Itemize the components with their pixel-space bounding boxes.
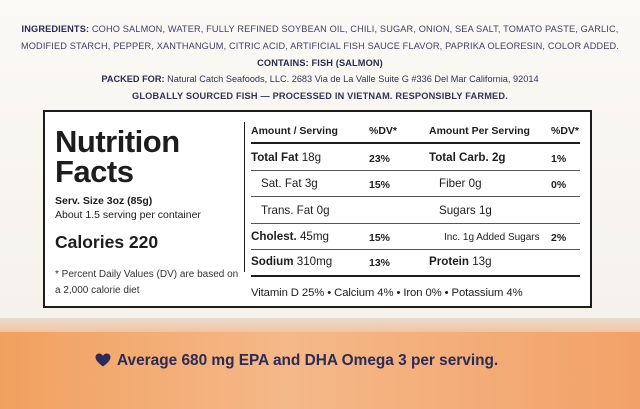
fiber-label: Fiber bbox=[439, 177, 466, 190]
omega-statement: Average 680 mg EPA and DHA Omega 3 per s… bbox=[117, 352, 499, 369]
cholesterol-label: Cholest. bbox=[251, 230, 297, 243]
fiber-dv: 0% bbox=[551, 179, 567, 191]
sugars: Sugars 1g bbox=[439, 204, 492, 217]
total-fat-label: Total Fat bbox=[251, 151, 299, 164]
cholesterol-amount: 45mg bbox=[299, 230, 329, 243]
nutrition-facts-title: Nutrition Facts bbox=[55, 124, 180, 189]
panel-divider bbox=[244, 122, 245, 272]
protein: Protein 13g bbox=[429, 255, 492, 268]
header-amount-per-serving: Amount Per Serving bbox=[429, 125, 530, 137]
allergen-statement: CONTAINS: FISH (SALMON) bbox=[257, 57, 383, 68]
rule-header bbox=[251, 142, 580, 144]
rule-row-2 bbox=[251, 196, 580, 197]
header-dv-right: %DV* bbox=[551, 125, 580, 137]
rule-row-4 bbox=[251, 249, 580, 250]
total-carb: Total Carb. 2g bbox=[429, 151, 505, 164]
sugars-label: Sugars bbox=[439, 204, 476, 217]
trans-fat-label: Trans. Fat bbox=[261, 204, 314, 217]
omega-band bbox=[0, 318, 640, 409]
total-fat-amount: 18g bbox=[301, 151, 322, 164]
rule-row-3 bbox=[251, 223, 580, 224]
sodium: Sodium 310mg bbox=[251, 255, 332, 268]
rule-row-1 bbox=[251, 170, 580, 171]
sat-fat-amount: 3g bbox=[304, 177, 318, 190]
origin-statement: GLOBALLY SOURCED FISH — PROCESSED IN VIE… bbox=[132, 91, 508, 101]
band-edge bbox=[0, 318, 640, 332]
fiber-amount: 0g bbox=[468, 177, 482, 190]
ingredients-text: COHO SALMON, WATER, FULLY REFINED SOYBEA… bbox=[20, 24, 620, 51]
dv-footnote: * Percent Daily Values (DV) are based on… bbox=[55, 269, 239, 296]
protein-label: Protein bbox=[429, 255, 469, 268]
sodium-label: Sodium bbox=[251, 255, 294, 268]
header-dv-left: %DV* bbox=[369, 125, 398, 137]
fiber: Fiber 0g bbox=[439, 177, 482, 190]
total-carb-label: Total Carb. bbox=[429, 151, 489, 164]
packed-for-label: PACKED FOR: bbox=[101, 74, 165, 84]
cholesterol: Cholest. 45mg bbox=[251, 230, 329, 243]
rule-row-5 bbox=[251, 275, 580, 277]
trans-fat: Trans. Fat 0g bbox=[261, 204, 330, 217]
title-line-2: Facts bbox=[55, 154, 134, 189]
trans-fat-amount: 0g bbox=[316, 204, 330, 217]
total-fat: Total Fat 18g bbox=[251, 151, 321, 164]
added-sugars-dv: 2% bbox=[551, 232, 567, 244]
title-line-1: Nutrition bbox=[55, 124, 180, 159]
sugars-amount: 1g bbox=[478, 204, 492, 217]
sat-fat-label: Sat. Fat bbox=[261, 177, 302, 190]
header-amount-serving: Amount / Serving bbox=[251, 125, 338, 137]
total-carb-amount: 2g bbox=[491, 151, 506, 164]
ingredients-label: INGREDIENTS: bbox=[21, 24, 90, 34]
total-fat-dv: 23% bbox=[369, 153, 391, 165]
ingredients-statement: INGREDIENTS: COHO SALMON, WATER, FULLY R… bbox=[20, 21, 620, 71]
packed-for: PACKED FOR: Natural Catch Seafoods, LLC.… bbox=[20, 71, 620, 87]
nutrition-facts-panel: Nutrition Facts Serv. Size 3oz (85g) Abo… bbox=[43, 110, 592, 308]
servings-per-container: About 1.5 serving per container bbox=[55, 209, 201, 221]
total-carb-dv: 1% bbox=[551, 153, 567, 165]
calories: Calories 220 bbox=[55, 232, 159, 252]
cholesterol-dv: 15% bbox=[369, 232, 391, 244]
added-sugars: Inc. 1g Added Sugars bbox=[444, 232, 540, 243]
sodium-amount: 310mg bbox=[296, 255, 333, 268]
serving-size: Serv. Size 3oz (85g) bbox=[55, 195, 153, 207]
heart-icon bbox=[95, 353, 111, 367]
vitamins-minerals: Vitamin D 25% • Calcium 4% • Iron 0% • P… bbox=[251, 287, 523, 299]
protein-amount: 13g bbox=[472, 255, 492, 268]
sat-fat: Sat. Fat 3g bbox=[261, 177, 318, 190]
sat-fat-dv: 15% bbox=[369, 179, 391, 191]
sodium-dv: 13% bbox=[369, 257, 391, 269]
packed-for-text: Natural Catch Seafoods, LLC. 2683 Via de… bbox=[167, 74, 539, 84]
